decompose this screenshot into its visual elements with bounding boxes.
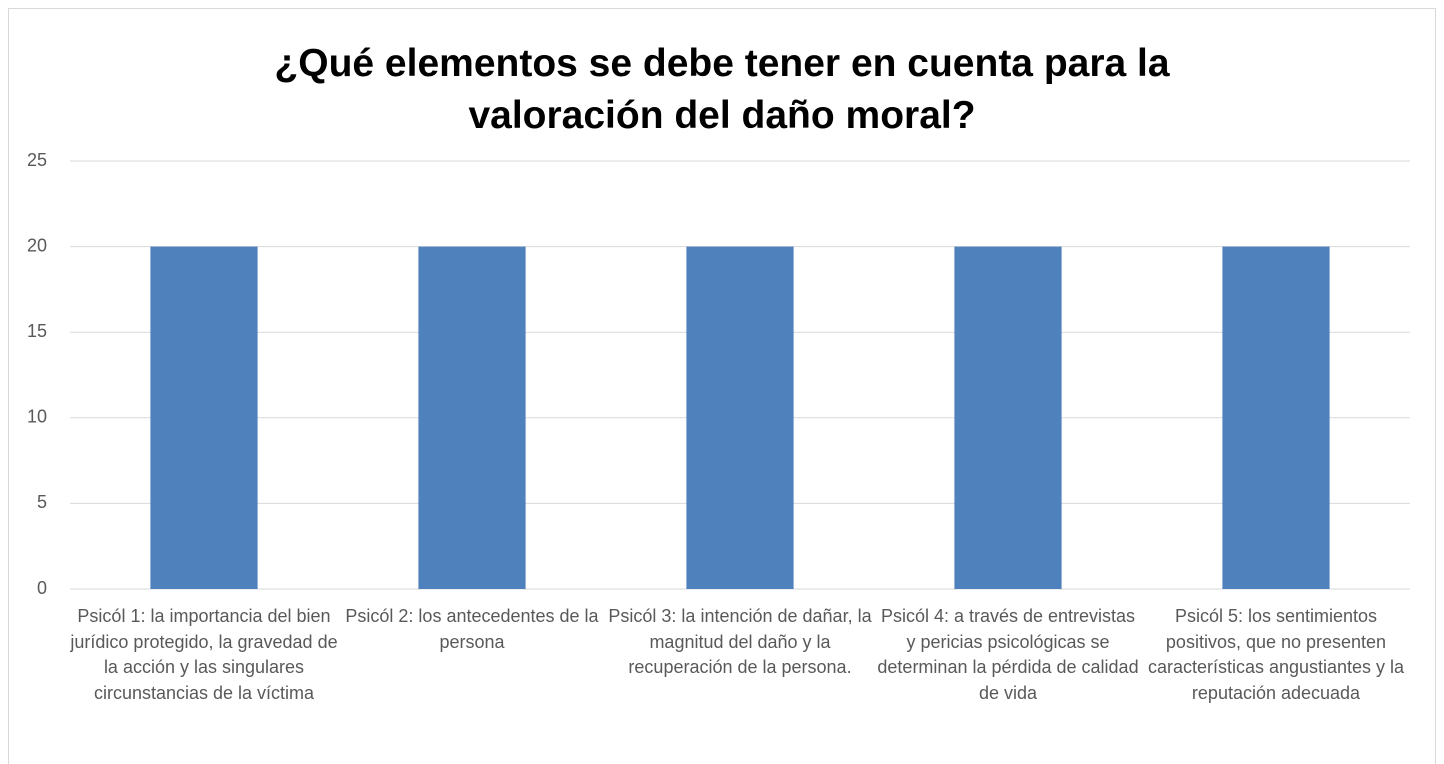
x-tick-label: Psicól 2: los antecedentes de la persona bbox=[345, 606, 599, 652]
y-tick-label: 5 bbox=[37, 492, 47, 512]
y-tick-label: 0 bbox=[37, 578, 47, 598]
y-tick-label: 15 bbox=[27, 321, 47, 341]
bar bbox=[150, 246, 258, 589]
x-tick-label: Psicól 1: la importancia del bien jurídi… bbox=[70, 606, 338, 703]
x-tick-label: Psicól 3: la intención de dañar, la magn… bbox=[608, 606, 872, 677]
chart-border bbox=[8, 8, 1436, 764]
bar bbox=[954, 246, 1062, 589]
x-tick-label: Psicól 5: los sentimientos positivos, qu… bbox=[1147, 606, 1405, 703]
y-tick-label: 25 bbox=[27, 150, 47, 170]
chart-title: ¿Qué elementos se debe tener en cuenta p… bbox=[274, 42, 1170, 137]
x-tick-label: Psicól 4: a través de entrevistas y peri… bbox=[877, 606, 1139, 703]
bar bbox=[1222, 246, 1330, 589]
y-tick-label: 20 bbox=[27, 235, 47, 255]
bar bbox=[686, 246, 794, 589]
y-tick-label: 10 bbox=[27, 407, 47, 427]
bar bbox=[418, 246, 526, 589]
